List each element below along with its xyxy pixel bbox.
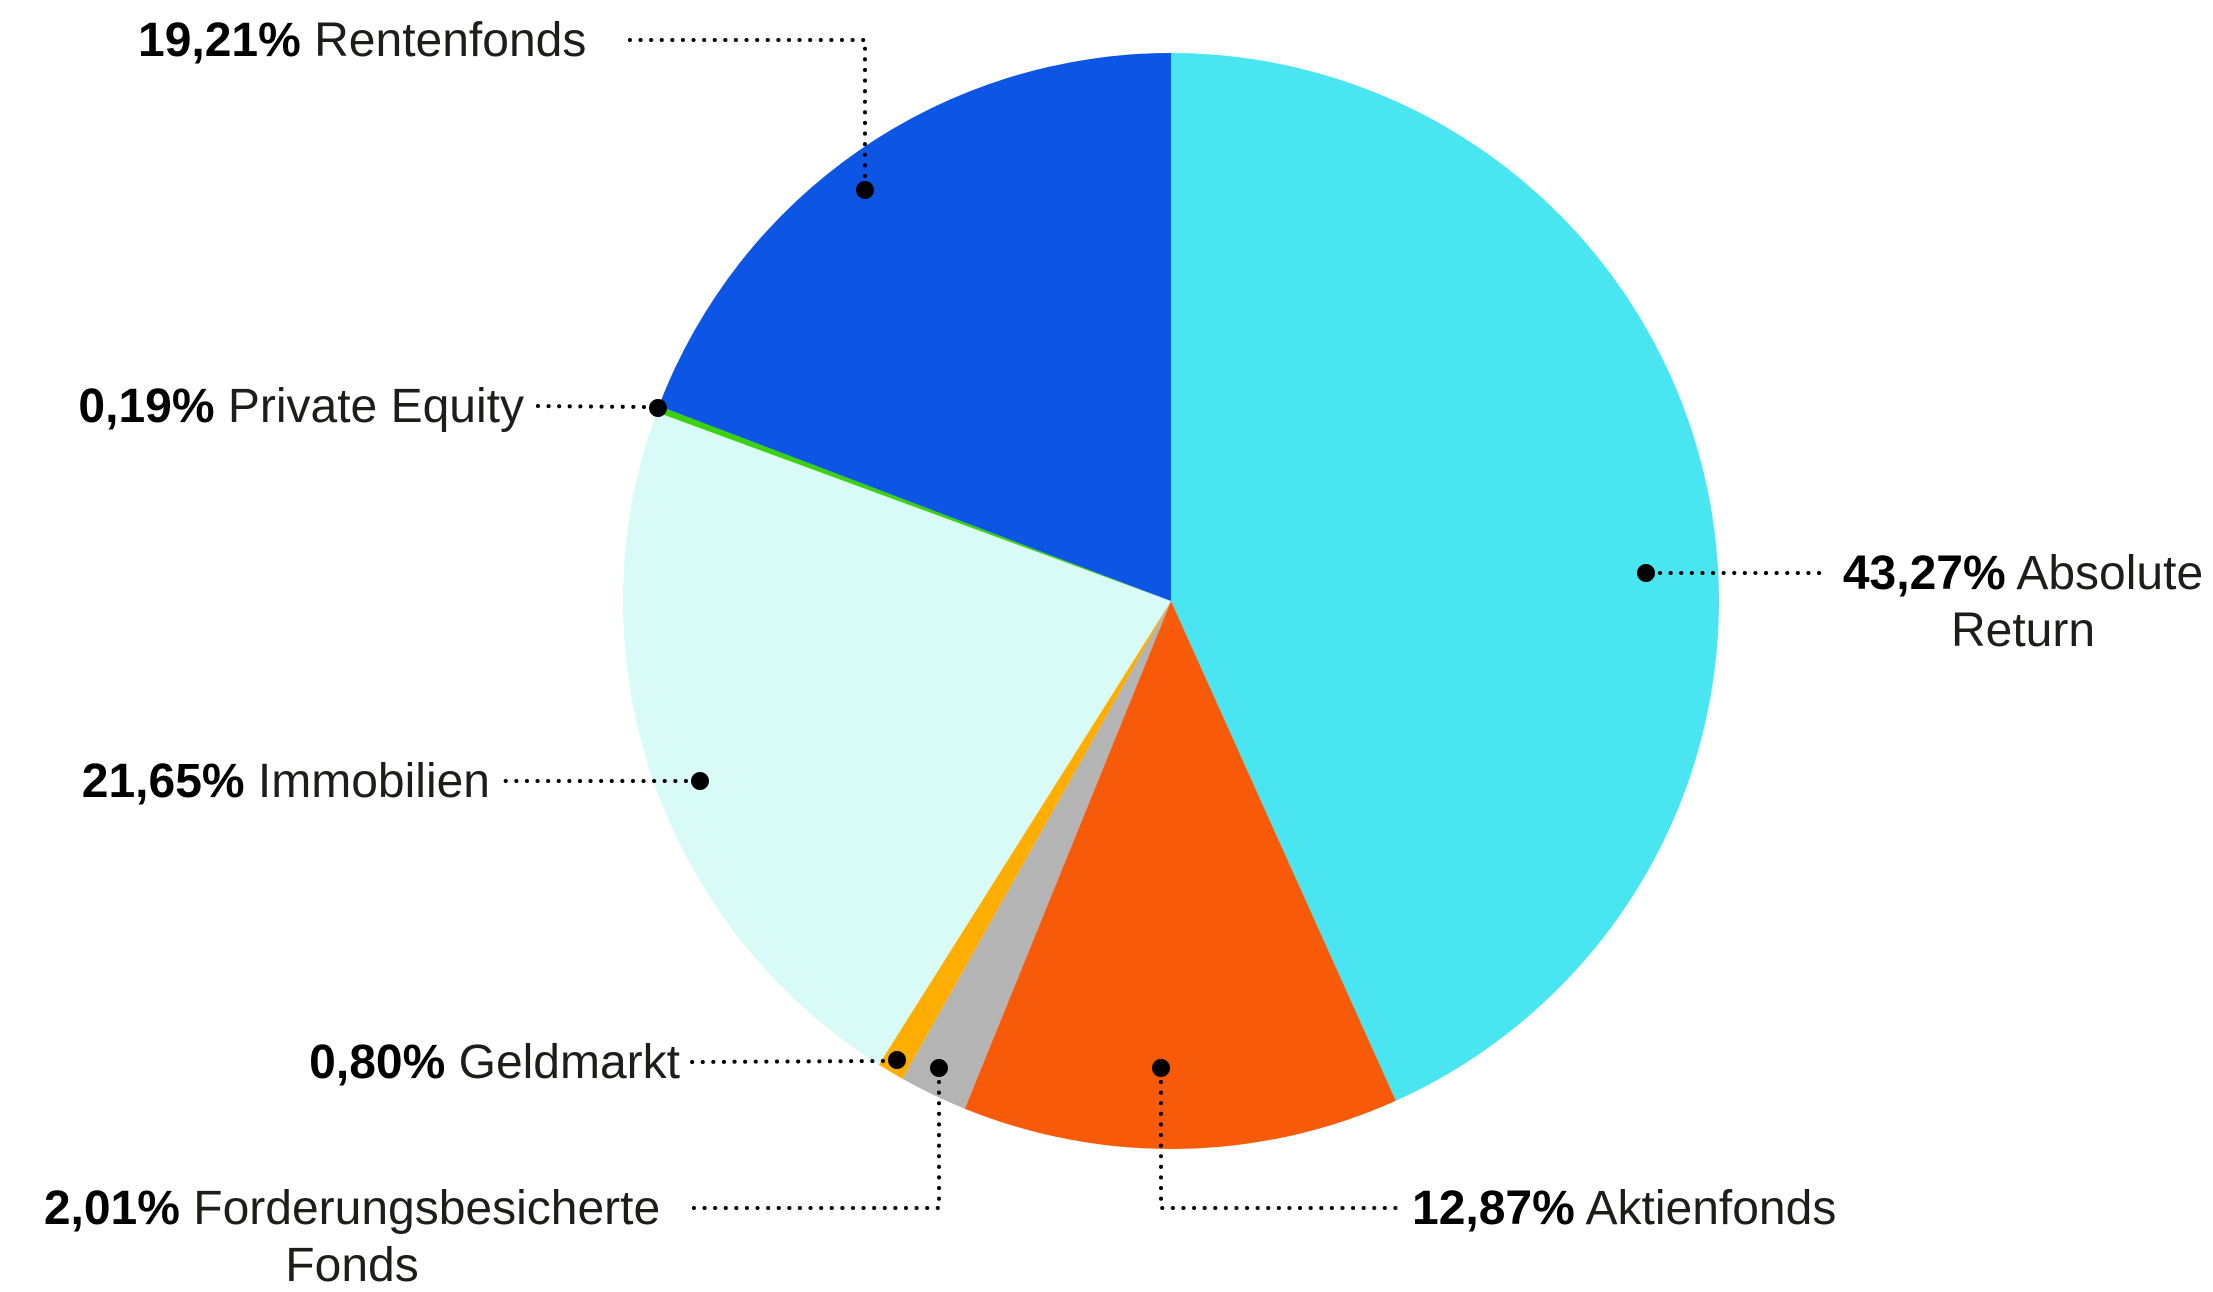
anchor-dot-immobilien bbox=[691, 772, 709, 790]
label-geldmarkt-value: 0,80% bbox=[309, 1036, 446, 1089]
pie-slice-rentenfonds bbox=[658, 53, 1171, 601]
label-forderungsbesicherte-fonds-value: 2,01% bbox=[43, 1182, 180, 1235]
pie-slice-aktienfonds bbox=[964, 601, 1396, 1149]
pie-slice-geldmarkt bbox=[878, 601, 1171, 1079]
label-rentenfonds-name: Rentenfonds bbox=[314, 14, 587, 67]
label-aktienfonds-value: 12,87% bbox=[1412, 1182, 1575, 1235]
leader-line-aktienfonds bbox=[1159, 1080, 1402, 1210]
label-rentenfonds-value: 19,21% bbox=[138, 14, 301, 67]
anchor-dot-geldmarkt bbox=[888, 1051, 906, 1069]
anchor-dot-forderungsbesicherte-fonds bbox=[930, 1059, 948, 1077]
anchor-dot-aktienfonds bbox=[1152, 1059, 1170, 1077]
leader-line-forderungsbesicherte-fonds bbox=[684, 1080, 941, 1210]
label-absolute-return-name: Absolute Return bbox=[1950, 547, 2204, 657]
label-geldmarkt: 0,80% Geldmarkt bbox=[180, 1034, 680, 1091]
label-rentenfonds: 19,21% Rentenfonds bbox=[138, 12, 586, 69]
label-private-equity-name: Private Equity bbox=[227, 380, 524, 433]
label-private-equity: 0,19% Private Equity bbox=[40, 378, 524, 435]
label-aktienfonds-name: Aktienfonds bbox=[1585, 1182, 1837, 1235]
pie-slice-forderungsbesicherte-fonds bbox=[902, 601, 1171, 1109]
label-absolute-return: 43,27% Absolute Return bbox=[1832, 545, 2213, 659]
leader-line-geldmarkt bbox=[690, 1059, 885, 1064]
leader-line-private-equity bbox=[534, 404, 646, 409]
leader-line-rentenfonds bbox=[618, 38, 867, 178]
label-immobilien-name: Immobilien bbox=[257, 755, 490, 808]
pie-slice-private-equity bbox=[656, 406, 1171, 601]
anchor-dot-private-equity bbox=[649, 399, 667, 417]
pie-slice-immobilien bbox=[622, 412, 1171, 1065]
label-forderungsbesicherte-fonds-name: Forderungsbesicherte Fonds bbox=[193, 1182, 661, 1292]
label-aktienfonds: 12,87% Aktienfonds bbox=[1412, 1180, 1836, 1237]
label-absolute-return-value: 43,27% bbox=[1842, 547, 2006, 600]
label-immobilien-value: 21,65% bbox=[81, 755, 245, 808]
label-geldmarkt-name: Geldmarkt bbox=[458, 1036, 680, 1089]
label-forderungsbesicherte-fonds: 2,01% Forderungsbesicherte Fonds bbox=[30, 1180, 674, 1292]
pie-slice-absolute-return bbox=[1171, 53, 1719, 1101]
label-immobilien: 21,65% Immobilien bbox=[40, 753, 490, 810]
anchor-dot-absolute-return bbox=[1637, 564, 1655, 582]
label-private-equity-value: 0,19% bbox=[78, 380, 215, 433]
anchor-dot-rentenfonds bbox=[856, 181, 874, 199]
